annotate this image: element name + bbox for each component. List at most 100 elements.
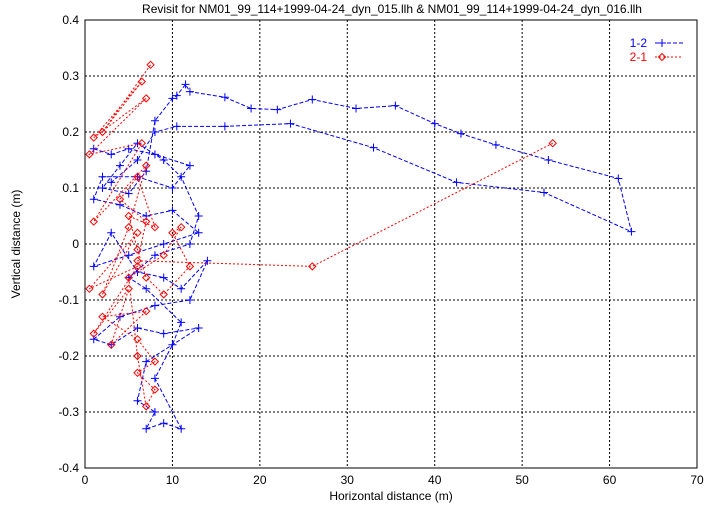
plus-marker	[203, 256, 212, 265]
plus-marker	[107, 228, 116, 237]
y-tick-label: -0.2	[58, 349, 79, 363]
series-2-1	[85, 60, 557, 411]
y-tick-label: 0.3	[62, 69, 79, 83]
plus-marker	[89, 195, 98, 204]
series-line	[87, 64, 553, 408]
diamond-marker	[85, 150, 94, 159]
plus-marker	[220, 122, 229, 131]
plus-marker	[308, 95, 317, 104]
plus-marker	[540, 188, 548, 197]
y-tick-label: 0.1	[62, 181, 79, 195]
plus-marker	[133, 156, 142, 164]
x-tick-label: 50	[515, 473, 529, 487]
plot-frame	[84, 19, 698, 469]
grid	[85, 20, 697, 468]
plus-marker	[391, 101, 400, 110]
plus-marker	[98, 172, 107, 181]
plus-marker	[159, 156, 168, 164]
diamond-marker	[168, 228, 177, 238]
plus-marker	[142, 357, 151, 366]
plus-marker	[185, 240, 194, 248]
diamond-marker	[657, 52, 667, 62]
diamond-marker	[89, 217, 98, 226]
plus-marker	[150, 251, 159, 260]
diamond-marker	[137, 138, 147, 148]
diamond-marker	[98, 312, 107, 322]
x-tick-label: 10	[166, 473, 180, 487]
plus-marker	[133, 324, 142, 332]
diamond-marker	[89, 133, 98, 142]
series-1-2	[89, 80, 636, 433]
plus-marker	[107, 178, 116, 187]
diamond-marker	[124, 284, 133, 294]
y-tick-label: -0.4	[58, 461, 79, 475]
plus-marker	[177, 424, 186, 433]
plus-marker	[115, 161, 124, 170]
plus-marker	[150, 374, 159, 383]
plus-marker	[177, 318, 186, 327]
series-line	[92, 83, 633, 430]
plus-marker	[172, 122, 181, 131]
diamond-marker	[137, 77, 147, 86]
plus-marker	[286, 119, 295, 128]
diamond-marker	[98, 290, 107, 299]
diamond-marker	[133, 334, 142, 344]
plus-marker	[159, 329, 168, 338]
plus-marker	[369, 143, 378, 152]
diamond-marker	[141, 94, 151, 103]
plus-marker	[89, 144, 98, 153]
plus-marker	[220, 93, 229, 102]
plus-marker	[491, 140, 500, 149]
plus-marker	[150, 116, 159, 125]
y-tick-label: -0.3	[58, 405, 79, 419]
diamond-marker	[141, 306, 151, 316]
plus-marker	[352, 104, 361, 113]
plus-marker	[658, 39, 666, 47]
diamond-marker	[548, 138, 557, 148]
diamond-marker	[159, 290, 168, 299]
y-tick-label: 0.2	[62, 125, 79, 139]
diamond-marker	[141, 273, 151, 282]
diamond-marker	[141, 161, 151, 170]
plus-marker	[172, 91, 181, 100]
plus-marker	[168, 94, 177, 103]
plus-marker	[194, 212, 203, 220]
y-tick-label: -0.1	[58, 293, 79, 307]
diamond-marker	[150, 385, 160, 394]
plus-marker	[159, 240, 168, 248]
series-layer	[85, 60, 636, 433]
plus-marker	[150, 301, 159, 310]
plus-marker	[194, 228, 203, 237]
x-tick-label: 20	[253, 473, 267, 487]
plus-marker	[124, 251, 133, 260]
plus-marker	[456, 129, 465, 138]
plus-marker	[150, 150, 159, 159]
diamond-marker	[133, 256, 142, 266]
plus-marker	[107, 150, 116, 159]
diamond-marker	[159, 250, 168, 260]
plus-marker	[159, 419, 168, 428]
plus-marker	[614, 174, 623, 183]
diamond-marker	[133, 245, 142, 254]
legend-label: 2-1	[630, 50, 648, 64]
diamond-marker	[115, 194, 125, 204]
plus-marker	[194, 324, 203, 332]
diamond-marker	[176, 222, 186, 232]
plus-marker	[177, 284, 186, 293]
diamond-marker	[89, 329, 98, 338]
plus-marker	[168, 206, 177, 215]
plus-marker	[150, 408, 159, 416]
plus-marker	[273, 105, 282, 114]
plus-marker	[89, 262, 98, 271]
plus-marker	[544, 156, 553, 164]
plus-marker	[247, 104, 256, 113]
diamond-marker	[133, 172, 142, 182]
diamond-marker	[141, 217, 151, 226]
diamond-marker	[150, 357, 160, 366]
y-tick-label: 0	[72, 237, 79, 251]
plus-marker	[452, 178, 461, 187]
diamond-marker	[308, 262, 317, 271]
x-tick-label: 0	[82, 473, 89, 487]
diamond-marker	[185, 262, 195, 271]
